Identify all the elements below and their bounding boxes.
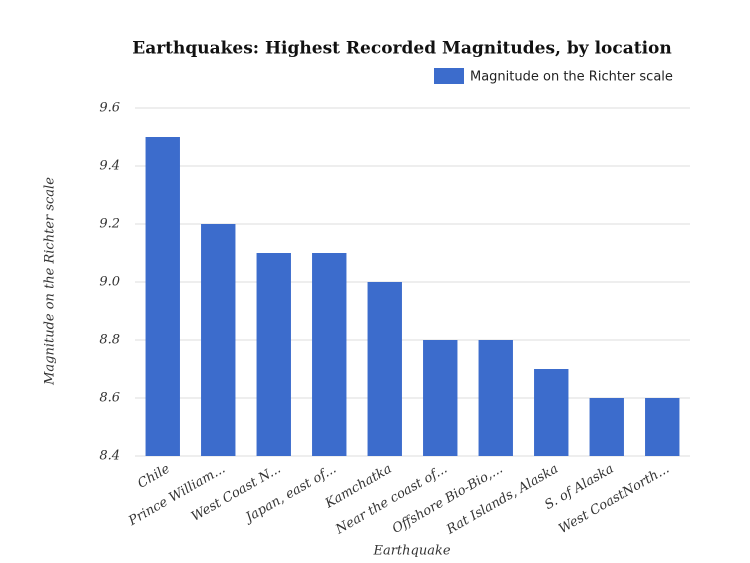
bar <box>534 369 569 456</box>
chart-title: Earthquakes: Highest Recorded Magnitudes… <box>132 39 672 59</box>
bar <box>145 137 180 456</box>
x-tick-label: Prince William... <box>125 462 228 530</box>
y-tick-label: 9.2 <box>99 217 120 232</box>
x-axis-label: Earthquake <box>372 544 450 559</box>
y-tick-label: 8.8 <box>99 333 120 348</box>
bar <box>256 253 291 456</box>
y-tick-label: 8.4 <box>99 449 120 464</box>
bar <box>423 340 458 456</box>
y-tick-label: 8.6 <box>99 391 120 406</box>
x-tick-label: Chile <box>135 461 172 491</box>
legend-label: Magnitude on the Richter scale <box>470 70 673 85</box>
y-axis-label: Magnitude on the Richter scale <box>43 177 58 386</box>
bar <box>589 398 624 456</box>
bar <box>201 224 236 456</box>
y-tick-label: 9.4 <box>99 159 120 174</box>
bar <box>367 282 402 456</box>
x-tick-label: Japan, east of... <box>241 462 339 527</box>
bar <box>312 253 347 456</box>
y-tick-label: 9.6 <box>99 101 120 116</box>
bar <box>645 398 680 456</box>
y-tick-label: 9.0 <box>99 275 120 290</box>
bar <box>478 340 513 456</box>
legend-swatch <box>434 68 464 84</box>
